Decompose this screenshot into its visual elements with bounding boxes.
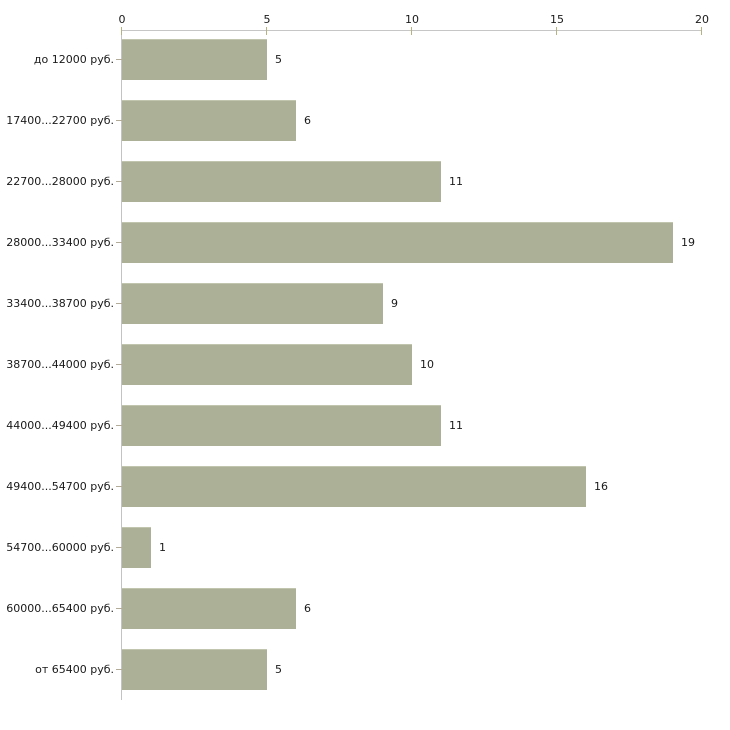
y-axis-tick — [116, 242, 122, 243]
x-axis-tick — [701, 27, 702, 35]
value-label: 11 — [449, 175, 463, 188]
y-axis-tick — [116, 547, 122, 548]
category-label: 17400...22700 руб. — [6, 114, 114, 127]
category-label: 38700...44000 руб. — [6, 358, 114, 371]
bar — [122, 466, 586, 507]
x-axis-tick-label: 20 — [695, 13, 709, 26]
y-axis-tick — [116, 364, 122, 365]
x-axis-tick — [556, 27, 557, 35]
category-label: 33400...38700 руб. — [6, 297, 114, 310]
value-label: 11 — [449, 419, 463, 432]
bar — [122, 527, 151, 568]
x-axis-tick — [411, 27, 412, 35]
bar — [122, 405, 441, 446]
bar — [122, 222, 673, 263]
category-label: 22700...28000 руб. — [6, 175, 114, 188]
y-axis-tick — [116, 425, 122, 426]
y-axis-tick — [116, 303, 122, 304]
category-label: 28000...33400 руб. — [6, 236, 114, 249]
category-label: до 12000 руб. — [33, 53, 114, 66]
x-axis-tick-label: 5 — [263, 13, 271, 26]
value-label: 6 — [304, 114, 311, 127]
value-label: 6 — [304, 602, 311, 615]
value-label: 16 — [594, 480, 608, 493]
value-label: 5 — [275, 663, 282, 676]
y-axis-tick — [116, 486, 122, 487]
bar — [122, 344, 412, 385]
y-axis-tick — [116, 669, 122, 670]
x-axis-tick — [121, 27, 122, 35]
bar — [122, 283, 383, 324]
category-label: 44000...49400 руб. — [6, 419, 114, 432]
y-axis-tick — [116, 608, 122, 609]
bar — [122, 100, 296, 141]
bar — [122, 161, 441, 202]
value-label: 9 — [391, 297, 398, 310]
category-label: от 65400 руб. — [35, 663, 114, 676]
bar — [122, 588, 296, 629]
category-label: 54700...60000 руб. — [6, 541, 114, 554]
value-label: 19 — [681, 236, 695, 249]
bar — [122, 39, 267, 80]
value-label: 1 — [159, 541, 166, 554]
value-label: 10 — [420, 358, 434, 371]
x-axis-tick — [266, 27, 267, 35]
bar — [122, 649, 267, 690]
category-label: 49400...54700 руб. — [6, 480, 114, 493]
y-axis-line — [121, 30, 122, 700]
y-axis-tick — [116, 181, 122, 182]
value-label: 5 — [275, 53, 282, 66]
x-axis-tick-label: 0 — [118, 13, 126, 26]
y-axis-tick — [116, 59, 122, 60]
category-label: 60000...65400 руб. — [6, 602, 114, 615]
x-axis-tick-label: 10 — [405, 13, 419, 26]
x-axis-tick-label: 15 — [550, 13, 564, 26]
y-axis-tick — [116, 120, 122, 121]
